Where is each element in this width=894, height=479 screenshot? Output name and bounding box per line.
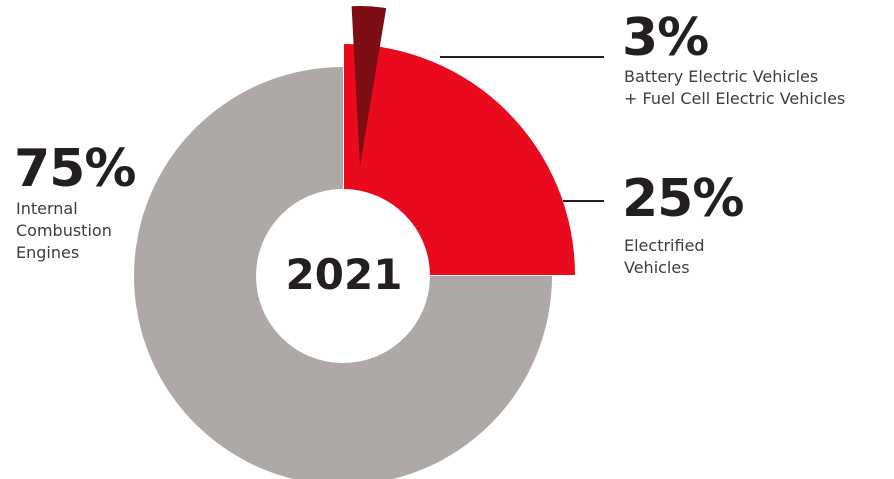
donut-hole	[256, 189, 430, 363]
electrified-percent-label: 25%	[622, 169, 744, 229]
ice-description: Internal Combustion Engines	[16, 199, 112, 262]
electrified-description: Electrified Vehicles	[624, 236, 705, 277]
slice-internal-combustion	[134, 67, 552, 479]
slice-bev-fcev	[351, 5, 387, 167]
center-year-label: 2021	[285, 250, 403, 299]
ice-percent-label: 75%	[14, 139, 136, 199]
bev-fcev-percent-label: 3%	[622, 8, 709, 68]
bev-fcev-description: Battery Electric Vehicles + Fuel Cell El…	[624, 67, 846, 108]
